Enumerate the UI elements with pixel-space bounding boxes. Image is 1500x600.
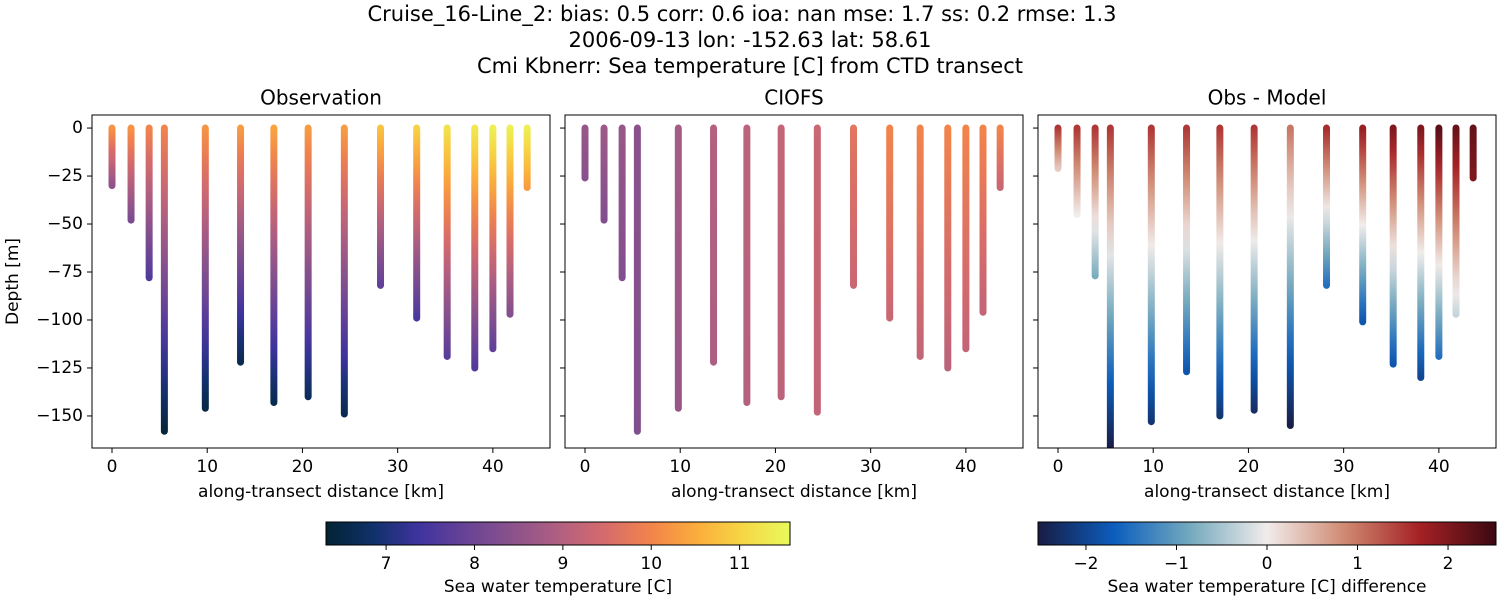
y-tick-label: −50 <box>47 214 83 234</box>
x-tick-label: 10 <box>1142 457 1164 477</box>
y-tick-label: 0 <box>72 118 83 138</box>
x-tick-label: 0 <box>107 457 118 477</box>
x-tick-label: 20 <box>765 457 787 477</box>
colorbar-tick-label: 8 <box>469 554 480 574</box>
y-tick-label: −125 <box>36 358 83 378</box>
casts <box>581 124 1004 435</box>
plot-frame <box>564 114 1024 449</box>
x-tick-label: 30 <box>387 457 409 477</box>
x-tick-label: 10 <box>196 457 218 477</box>
y-tick-label: −100 <box>36 310 83 330</box>
x-axis-label: along-transect distance [km] <box>671 482 917 502</box>
casts <box>1054 124 1477 448</box>
x-axis-label: along-transect distance [km] <box>198 482 444 502</box>
colorbar-tick-label: 1 <box>1352 554 1363 574</box>
panel-title: Obs - Model <box>1208 86 1327 110</box>
y-tick-label: −25 <box>47 166 83 186</box>
y-axis-label: Depth [m] <box>3 238 23 325</box>
colorbar <box>325 521 791 546</box>
colorbar-tick-label: 2 <box>1443 554 1454 574</box>
colorbar-label: Sea water temperature [C] difference <box>1107 577 1426 597</box>
suptitle: Cmi Kbnerr: Sea temperature [C] from CTD… <box>477 54 1023 78</box>
colorbar-tick-label: 0 <box>1262 554 1273 574</box>
x-tick-label: 40 <box>955 457 977 477</box>
x-tick-label: 0 <box>1053 457 1064 477</box>
colorbar-tick-label: 11 <box>729 554 751 574</box>
colorbar-tick-label: 9 <box>557 554 568 574</box>
plot-frame <box>91 114 551 449</box>
panel-title: CIOFS <box>764 86 823 110</box>
colorbar <box>1037 521 1497 546</box>
x-tick-label: 40 <box>482 457 504 477</box>
panel-title: Observation <box>260 86 382 110</box>
colorbar-tick-label: 10 <box>640 554 662 574</box>
colorbar-tick-label: −1 <box>1164 554 1189 574</box>
x-tick-label: 10 <box>669 457 691 477</box>
y-tick-label: −75 <box>47 262 83 282</box>
casts <box>108 124 531 435</box>
colorbar-label: Sea water temperature [C] <box>444 577 672 597</box>
suptitle: 2006-09-13 lon: -152.63 lat: 58.61 <box>569 28 932 52</box>
suptitle: Cruise_16-Line_2: bias: 0.5 corr: 0.6 io… <box>367 2 1116 27</box>
colorbar-tick-label: −2 <box>1073 554 1098 574</box>
x-tick-label: 20 <box>292 457 314 477</box>
x-tick-label: 30 <box>1333 457 1355 477</box>
plot-frame <box>1037 114 1497 449</box>
x-axis-label: along-transect distance [km] <box>1144 482 1390 502</box>
x-tick-label: 30 <box>860 457 882 477</box>
x-tick-label: 40 <box>1428 457 1450 477</box>
x-tick-label: 0 <box>580 457 591 477</box>
x-tick-label: 20 <box>1238 457 1260 477</box>
y-tick-label: −150 <box>36 406 83 426</box>
colorbar-tick-label: 7 <box>381 554 392 574</box>
